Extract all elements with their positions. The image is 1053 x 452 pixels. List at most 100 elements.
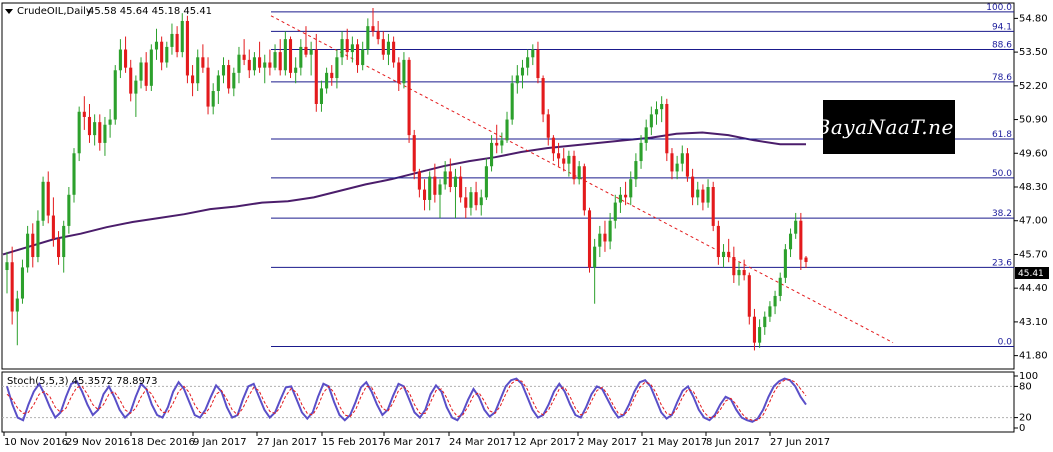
- candle: [232, 67, 236, 97]
- candle: [263, 54, 267, 84]
- candle: [196, 49, 200, 92]
- ohlc-values: 45.58 45.64 45.18 45.41: [88, 6, 212, 17]
- candle-body: [412, 135, 416, 172]
- candle-body: [428, 176, 432, 200]
- candle: [675, 155, 679, 180]
- candle: [350, 36, 354, 63]
- candle: [479, 189, 483, 216]
- candle: [587, 207, 592, 273]
- candle: [258, 41, 262, 73]
- candle: [206, 57, 210, 115]
- candle: [278, 39, 282, 76]
- candle-body: [242, 54, 246, 60]
- candle: [624, 181, 628, 206]
- candle: [618, 187, 622, 213]
- candle: [639, 135, 643, 169]
- candle: [247, 49, 251, 79]
- candle-body: [371, 26, 375, 32]
- candle: [691, 168, 695, 206]
- candle-body: [216, 75, 220, 92]
- candle-body: [361, 49, 365, 66]
- candle: [294, 57, 298, 84]
- candle-body: [124, 49, 128, 68]
- candle: [371, 8, 375, 37]
- candle-body: [644, 127, 648, 143]
- price-tick-label: 52.20: [1019, 81, 1048, 92]
- stoch-lines: [2, 377, 1014, 423]
- candle: [531, 44, 535, 66]
- price-tick-label: 54.80: [1019, 13, 1048, 24]
- candle: [706, 179, 710, 208]
- candle: [268, 49, 272, 76]
- date-tick-label: 6 Mar 2017: [384, 437, 441, 448]
- candle-body: [268, 62, 272, 68]
- candle: [402, 52, 406, 89]
- candle: [644, 119, 648, 151]
- candle-body: [46, 181, 50, 216]
- site-logo: BayaNaaT.net: [816, 100, 962, 154]
- fib-label: 78.6: [992, 73, 1012, 83]
- candle-body: [160, 41, 164, 63]
- stoch-tick-label: 20: [1019, 413, 1032, 424]
- candle: [737, 262, 741, 286]
- candle: [613, 194, 617, 229]
- candle-body: [170, 33, 174, 47]
- candle: [799, 212, 803, 271]
- candle: [366, 18, 370, 55]
- candle: [381, 31, 385, 60]
- candle-body: [691, 176, 695, 198]
- candle-body: [113, 70, 117, 120]
- candle-body: [603, 233, 607, 242]
- candle: [505, 111, 509, 143]
- candle-body: [510, 83, 514, 120]
- candle-body: [330, 72, 334, 79]
- candle-body: [165, 46, 169, 63]
- candle: [685, 148, 689, 182]
- dropdown-arrow-icon[interactable]: [5, 9, 13, 14]
- candle-body: [93, 122, 97, 136]
- candle: [562, 148, 566, 172]
- candle: [742, 259, 746, 281]
- candle: [773, 290, 777, 315]
- candle: [118, 39, 122, 79]
- candle: [72, 148, 76, 203]
- candle-body: [711, 187, 715, 226]
- candle: [288, 36, 293, 79]
- candle-body: [788, 233, 793, 250]
- candle: [469, 187, 473, 216]
- candle-body: [149, 49, 153, 86]
- candle-body: [15, 298, 19, 312]
- candle: [170, 23, 174, 55]
- candle: [701, 184, 705, 211]
- candle-body: [680, 153, 684, 164]
- candle: [474, 181, 478, 211]
- candle: [428, 171, 432, 211]
- candle-body: [36, 220, 40, 258]
- candle-body: [546, 114, 550, 138]
- candle: [283, 31, 287, 76]
- date-tick-label: 12 Apr 2017: [514, 437, 576, 448]
- candle-body: [484, 166, 488, 198]
- candle-body: [392, 41, 396, 63]
- candle-body: [196, 57, 200, 84]
- price-tick-label: 41.80: [1019, 351, 1048, 362]
- candle-body: [5, 262, 9, 271]
- candle: [108, 109, 112, 138]
- candle: [727, 238, 731, 263]
- stoch-tick-label: 80: [1019, 381, 1032, 392]
- candle-body: [201, 57, 205, 68]
- candle-body: [526, 57, 530, 68]
- candle-body: [520, 67, 525, 76]
- candle: [345, 28, 349, 60]
- candle-body: [386, 41, 391, 55]
- candle-body: [562, 158, 566, 164]
- candle-body: [773, 295, 777, 307]
- candle: [464, 187, 468, 219]
- candle: [144, 52, 148, 92]
- candle-body: [464, 197, 468, 208]
- candle-body: [314, 49, 318, 104]
- candle-body: [742, 270, 746, 276]
- candle-body: [340, 39, 344, 58]
- candle: [330, 65, 334, 86]
